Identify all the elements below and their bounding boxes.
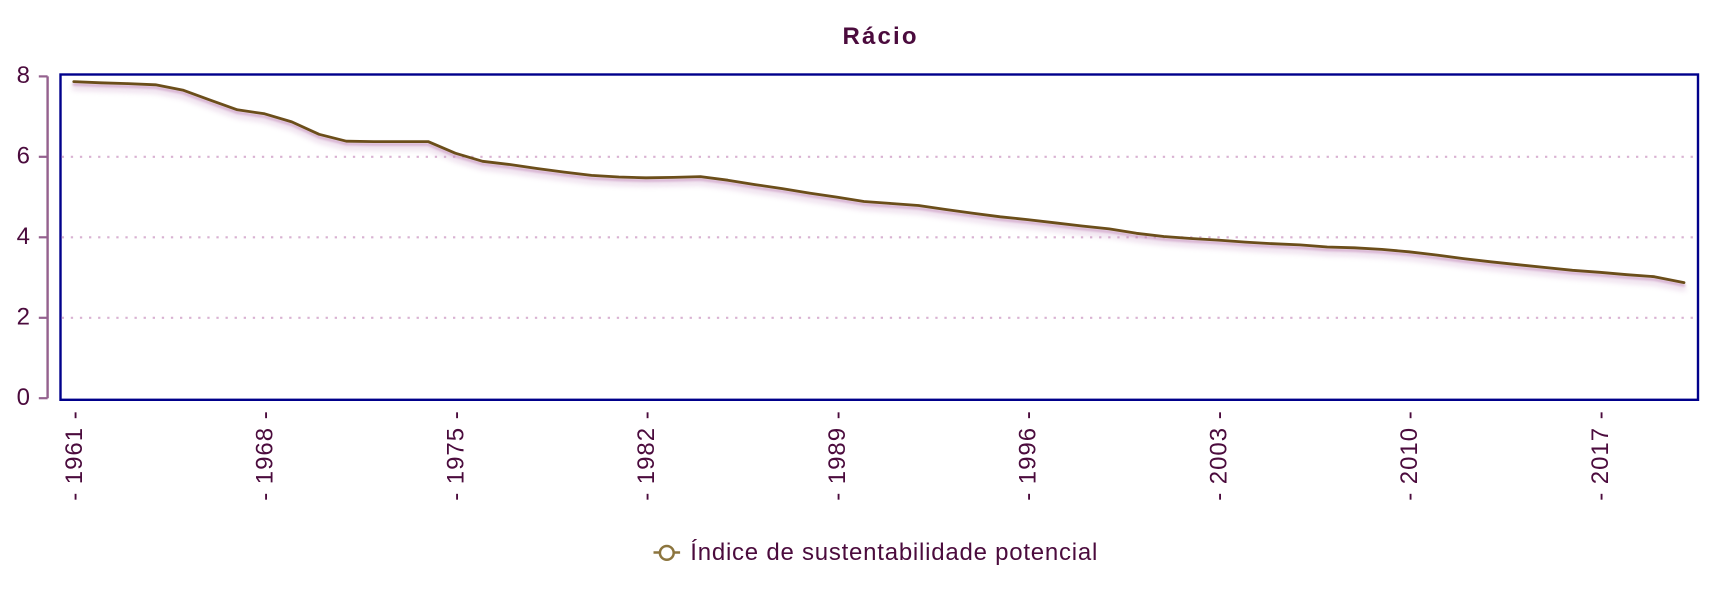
svg-text:6: 6	[17, 143, 30, 170]
svg-text:- 1996 -: - 1996 -	[1015, 411, 1042, 501]
svg-text:- 2003 -: - 2003 -	[1205, 411, 1232, 501]
svg-text:- 1961 -: - 1961 -	[61, 411, 88, 501]
svg-text:- 1982 -: - 1982 -	[633, 411, 660, 501]
svg-text:8: 8	[17, 62, 30, 89]
svg-text:2: 2	[17, 304, 30, 331]
svg-text:Rácio: Rácio	[843, 23, 917, 50]
svg-text:- 1975 -: - 1975 -	[442, 411, 469, 501]
svg-text:0: 0	[17, 384, 30, 411]
svg-text:- 2010 -: - 2010 -	[1396, 411, 1423, 501]
svg-text:- 1968 -: - 1968 -	[252, 411, 279, 501]
svg-text:- 2017 -: - 2017 -	[1587, 411, 1614, 501]
svg-text:Índice de sustentabilidade pot: Índice de sustentabilidade potencial	[690, 539, 1097, 566]
svg-text:- 1989 -: - 1989 -	[824, 411, 851, 501]
svg-text:4: 4	[17, 223, 30, 250]
